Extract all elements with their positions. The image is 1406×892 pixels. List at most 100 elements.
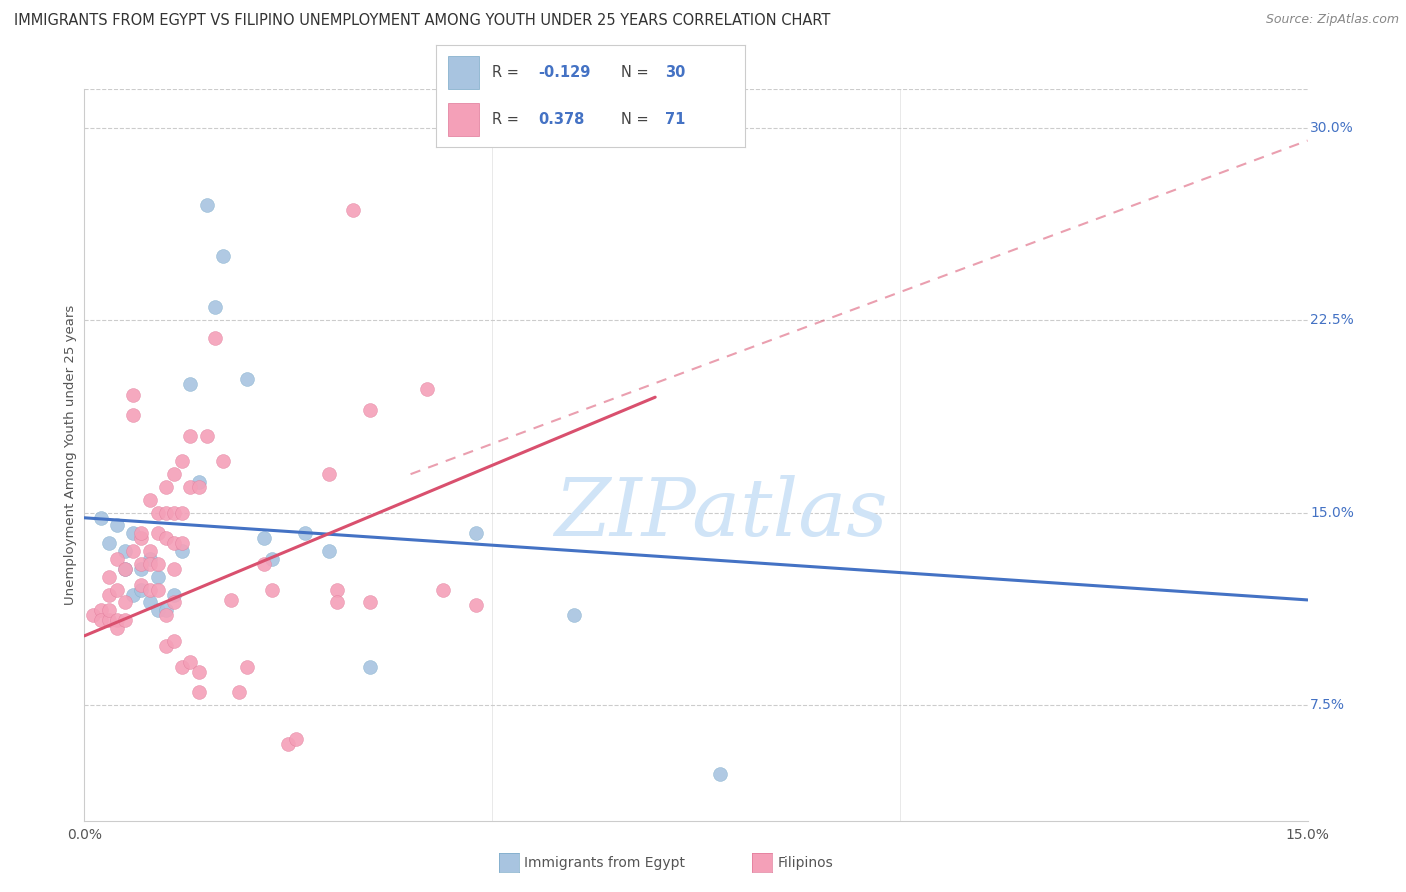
Point xyxy=(105,582,128,597)
Point xyxy=(114,544,136,558)
Point xyxy=(179,377,201,392)
Point xyxy=(105,552,128,566)
Point xyxy=(131,532,153,546)
Text: IMMIGRANTS FROM EGYPT VS FILIPINO UNEMPLOYMENT AMONG YOUTH UNDER 25 YEARS CORREL: IMMIGRANTS FROM EGYPT VS FILIPINO UNEMPL… xyxy=(14,13,831,29)
Text: 71: 71 xyxy=(665,112,685,127)
Point xyxy=(294,526,316,541)
Point xyxy=(146,570,169,584)
Text: 7.5%: 7.5% xyxy=(1310,698,1346,712)
Point xyxy=(131,562,153,576)
Point xyxy=(219,593,242,607)
Text: R =: R = xyxy=(492,112,523,127)
Point xyxy=(155,603,177,617)
Point xyxy=(187,665,209,679)
Point xyxy=(172,536,194,550)
Point xyxy=(163,506,186,520)
Point xyxy=(163,467,186,482)
Point xyxy=(138,544,160,558)
Point xyxy=(146,603,169,617)
Point xyxy=(228,685,250,699)
Point xyxy=(138,492,160,507)
Point xyxy=(146,506,169,520)
Point xyxy=(432,582,454,597)
Point xyxy=(138,552,160,566)
Text: 30.0%: 30.0% xyxy=(1310,120,1354,135)
Text: 22.5%: 22.5% xyxy=(1310,313,1354,327)
Text: ZIPatlas: ZIPatlas xyxy=(554,475,887,552)
FancyBboxPatch shape xyxy=(449,56,479,88)
Point xyxy=(359,659,381,673)
Point xyxy=(146,582,169,597)
Point xyxy=(163,595,186,609)
Point xyxy=(105,614,128,628)
Point xyxy=(416,383,439,397)
Point xyxy=(342,202,364,217)
Point xyxy=(155,480,177,494)
Point xyxy=(163,536,186,550)
FancyBboxPatch shape xyxy=(449,103,479,136)
Point xyxy=(131,577,153,591)
Point xyxy=(285,731,308,746)
Point xyxy=(318,544,340,558)
Point xyxy=(122,544,145,558)
Point xyxy=(146,557,169,571)
Point xyxy=(172,544,194,558)
Point xyxy=(114,614,136,628)
Point xyxy=(155,532,177,546)
Point xyxy=(212,249,235,263)
Point xyxy=(464,598,486,612)
Point xyxy=(562,608,585,623)
Point xyxy=(131,582,153,597)
Point xyxy=(163,588,186,602)
Point xyxy=(122,408,145,422)
Text: Immigrants from Egypt: Immigrants from Egypt xyxy=(524,855,686,870)
Point xyxy=(131,526,153,541)
Point xyxy=(326,595,349,609)
Point xyxy=(82,608,104,623)
Text: N =: N = xyxy=(621,65,654,79)
Point xyxy=(163,634,186,648)
Point xyxy=(187,685,209,699)
Point xyxy=(187,475,209,489)
Point xyxy=(155,506,177,520)
Point xyxy=(114,562,136,576)
Point xyxy=(122,588,145,602)
Point xyxy=(709,767,731,781)
Point xyxy=(204,301,226,315)
Point xyxy=(236,659,259,673)
Point xyxy=(138,595,160,609)
Point xyxy=(179,428,201,442)
Point xyxy=(464,526,486,541)
Point xyxy=(97,570,120,584)
Point xyxy=(90,510,112,524)
Point xyxy=(260,552,283,566)
Point xyxy=(122,526,145,541)
Point xyxy=(90,603,112,617)
Text: Source: ZipAtlas.com: Source: ZipAtlas.com xyxy=(1265,13,1399,27)
Point xyxy=(195,428,218,442)
Point xyxy=(359,595,381,609)
Point xyxy=(253,557,276,571)
Text: -0.129: -0.129 xyxy=(538,65,591,79)
Point xyxy=(318,467,340,482)
Point xyxy=(236,372,259,386)
Point xyxy=(179,480,201,494)
Point xyxy=(187,480,209,494)
Point xyxy=(105,621,128,635)
Point xyxy=(326,582,349,597)
Point xyxy=(172,454,194,468)
Text: R =: R = xyxy=(492,65,523,79)
Point xyxy=(105,518,128,533)
Point xyxy=(195,197,218,211)
Point xyxy=(260,582,283,597)
Point xyxy=(212,454,235,468)
Text: 15.0%: 15.0% xyxy=(1310,506,1354,520)
Point xyxy=(172,506,194,520)
Point xyxy=(163,562,186,576)
Point xyxy=(146,526,169,541)
Point xyxy=(114,562,136,576)
Point xyxy=(131,557,153,571)
Text: 0.378: 0.378 xyxy=(538,112,585,127)
Text: N =: N = xyxy=(621,112,654,127)
Y-axis label: Unemployment Among Youth under 25 years: Unemployment Among Youth under 25 years xyxy=(65,305,77,605)
